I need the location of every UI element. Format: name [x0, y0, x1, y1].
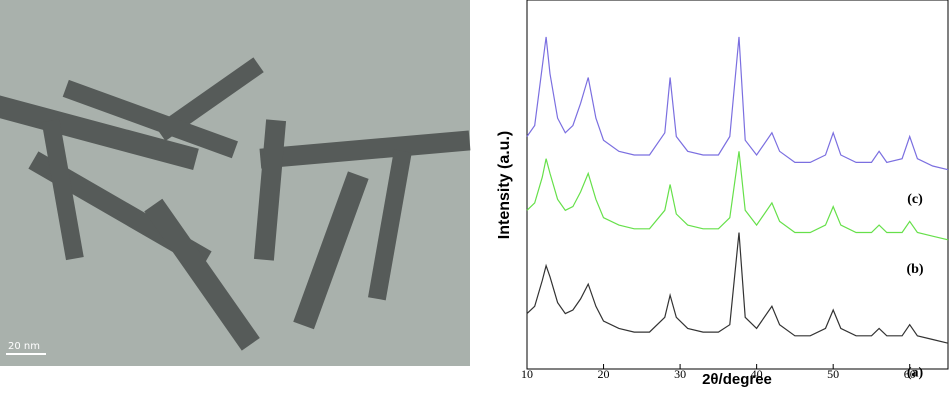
x-tick-label: 10 [521, 367, 533, 381]
tem-image: 20 nm [0, 0, 471, 366]
chart: Intensity (a.u.) 2θ/degree 10 20 30 40 50 60(… [496, 0, 949, 388]
series-line [526, 151, 949, 241]
series-line [526, 36, 949, 171]
x-tick-label: 50 [827, 367, 839, 381]
series-line [526, 232, 949, 344]
series-label: (a) [907, 365, 924, 380]
y-axis-label: Intensity (a.u.) [496, 131, 513, 239]
series-label: (c) [907, 192, 923, 207]
scale-bar: 20 nm [8, 341, 40, 352]
x-tick-label: 60 [904, 367, 916, 381]
x-axis-label: 2θ/degree [702, 371, 772, 388]
x-tick-label: 20 [598, 367, 610, 381]
x-tick-label: 40 [751, 367, 763, 381]
plot-frame [526, 0, 949, 370]
x-tick-label: 30 [674, 367, 686, 381]
series-label: (b) [906, 262, 923, 277]
